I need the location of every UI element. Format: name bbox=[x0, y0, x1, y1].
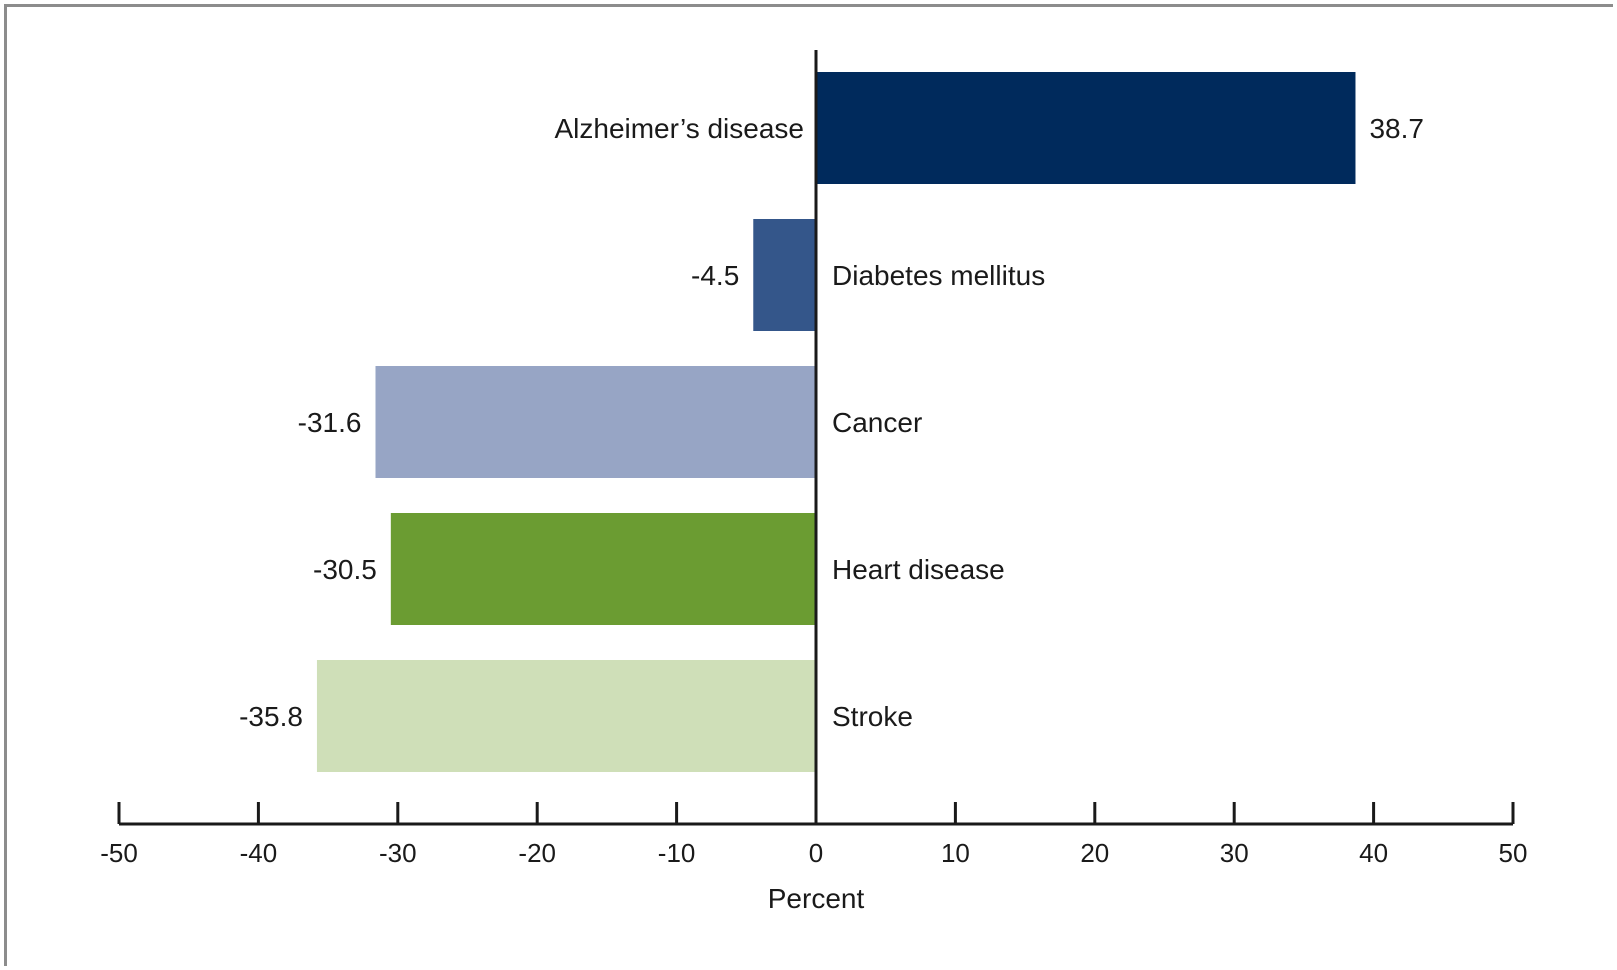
chart-frame bbox=[4, 4, 1613, 966]
x-tick-label-6: 10 bbox=[941, 838, 970, 868]
category-label-2: Cancer bbox=[832, 407, 922, 438]
bar-3 bbox=[390, 513, 816, 625]
value-label-4: -35.8 bbox=[239, 701, 303, 732]
value-label-2: -31.6 bbox=[298, 407, 362, 438]
bar-4 bbox=[316, 660, 816, 772]
x-tick-label-5: 0 bbox=[809, 838, 823, 868]
category-label-1: Diabetes mellitus bbox=[832, 260, 1045, 291]
bars-layer bbox=[316, 72, 1356, 772]
x-tick-label-2: -30 bbox=[379, 838, 417, 868]
x-tick-label-10: 50 bbox=[1499, 838, 1528, 868]
x-axis: -50 -40 -30 -20 -10 0 10 20 30 40 50 bbox=[100, 802, 1527, 868]
value-label-3: -30.5 bbox=[313, 554, 377, 585]
bar-1 bbox=[753, 219, 816, 331]
x-tick-label-1: -40 bbox=[240, 838, 278, 868]
bar-0 bbox=[816, 72, 1356, 184]
category-label-0: Alzheimer’s disease bbox=[554, 113, 804, 144]
x-tick-label-8: 30 bbox=[1220, 838, 1249, 868]
bar-2 bbox=[375, 366, 816, 478]
x-tick-label-7: 20 bbox=[1080, 838, 1109, 868]
x-tick-label-4: -10 bbox=[658, 838, 696, 868]
labels-layer: Alzheimer’s disease 38.7 Diabetes mellitus… bbox=[239, 113, 1424, 732]
value-label-1: -4.5 bbox=[691, 260, 739, 291]
x-tick-label-3: -20 bbox=[518, 838, 556, 868]
category-label-4: Stroke bbox=[832, 701, 913, 732]
x-tick-label-9: 40 bbox=[1359, 838, 1388, 868]
x-axis-title: Percent bbox=[768, 883, 865, 914]
x-tick-label-0: -50 bbox=[100, 838, 138, 868]
value-label-0: 38.7 bbox=[1369, 113, 1424, 144]
category-label-3: Heart disease bbox=[832, 554, 1005, 585]
